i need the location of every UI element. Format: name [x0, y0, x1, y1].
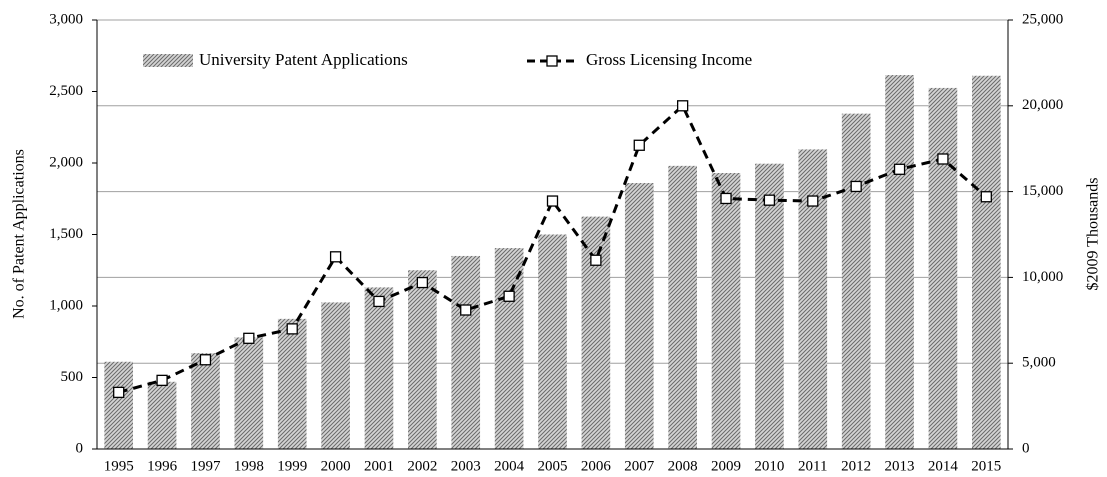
bar: [841, 113, 871, 449]
y-tick-label: 0: [76, 440, 84, 456]
x-tick-label: 2007: [624, 458, 655, 474]
bar: [538, 234, 567, 449]
bar: [494, 248, 524, 449]
line-marker: [156, 374, 168, 387]
y2-tick-label: 0: [1022, 440, 1030, 456]
x-tick-label: 2010: [754, 458, 784, 474]
x-tick-label: 2015: [971, 458, 1001, 474]
x-tick-label: 2008: [668, 458, 698, 474]
line-marker: [720, 192, 732, 205]
bar: [971, 75, 1001, 450]
y-axis-label: No. of Patent Applications: [11, 149, 28, 319]
bar: [928, 87, 958, 450]
bars: [104, 75, 1001, 450]
line-marker: [937, 153, 949, 165]
bar: [451, 255, 481, 449]
x-tick-label: 2001: [364, 458, 394, 474]
legend: University Patent Applications Gross Lic…: [143, 50, 752, 69]
line: [118, 103, 988, 394]
y2-tick-label: 20,000: [1022, 97, 1063, 113]
x-tick-label: 2006: [581, 458, 612, 474]
line-marker: [199, 354, 212, 366]
bar: [104, 361, 134, 449]
y2-tick-label: 15,000: [1022, 183, 1063, 199]
x-tick-label: 2000: [321, 458, 351, 474]
line-marker: [676, 100, 689, 112]
y-tick-label: 3,000: [49, 11, 83, 27]
line-marker: [503, 290, 515, 302]
legend-swatch-marker: [546, 55, 558, 67]
x-tick-label: 2013: [885, 458, 915, 474]
x-tick-label: 2012: [841, 458, 871, 474]
bar: [234, 337, 264, 449]
line-marker: [893, 163, 906, 175]
y-tick-label: 1,000: [49, 297, 83, 313]
bar: [798, 149, 828, 450]
line-marker: [329, 251, 342, 263]
x-tick-label: 2014: [928, 458, 959, 474]
x-tick-label: 1997: [190, 458, 221, 474]
y2-axis-label: $2009 Thousands: [1085, 177, 1102, 290]
line-layer: [113, 100, 992, 399]
y2-tick-label: 10,000: [1022, 269, 1063, 285]
line-marker: [763, 194, 776, 206]
line-marker: [807, 195, 819, 207]
x-tick-label: 2004: [494, 458, 525, 474]
line-marker: [546, 195, 559, 207]
bar: [711, 173, 741, 449]
y-tick-label: 2,000: [49, 154, 83, 170]
x-tick-label: 2002: [407, 458, 437, 474]
y-tick-label: 500: [61, 369, 84, 385]
line-marker: [286, 323, 298, 335]
line-marker: [373, 295, 385, 308]
line-marker: [113, 386, 125, 399]
line-marker: [850, 180, 862, 193]
bar: [668, 165, 697, 450]
bar: [755, 163, 784, 449]
y2-tick-label: 25,000: [1022, 11, 1063, 27]
bar: [624, 183, 654, 449]
line-marker: [243, 332, 255, 344]
bar: [581, 216, 611, 449]
legend-swatch-bar: [143, 54, 193, 67]
line-marker: [460, 304, 472, 316]
line-marker: [980, 191, 992, 203]
bar: [147, 381, 177, 449]
x-tick-label: 2003: [451, 458, 481, 474]
legend-label: University Patent Applications: [199, 50, 408, 69]
x-tick-label: 1995: [104, 458, 134, 474]
bar: [885, 75, 914, 450]
bar: [277, 318, 307, 449]
y-tick-label: 1,500: [49, 226, 83, 242]
bar: [364, 287, 394, 449]
line-marker: [590, 254, 602, 266]
x-tick-label: 1999: [277, 458, 307, 474]
line-marker: [633, 139, 645, 151]
bar: [191, 353, 220, 449]
x-tick-label: 2011: [798, 458, 827, 474]
line-marker: [416, 276, 429, 289]
x-tick-label: 1998: [234, 458, 264, 474]
y-tick-label: 2,500: [49, 83, 83, 99]
legend-label: Gross Licensing Income: [586, 50, 752, 69]
bar: [321, 302, 350, 449]
y2-tick-label: 5,000: [1022, 355, 1056, 371]
x-tick-label: 1996: [147, 458, 178, 474]
bar: [408, 270, 437, 449]
x-tick-label: 2005: [538, 458, 568, 474]
x-tick-label: 2009: [711, 458, 741, 474]
